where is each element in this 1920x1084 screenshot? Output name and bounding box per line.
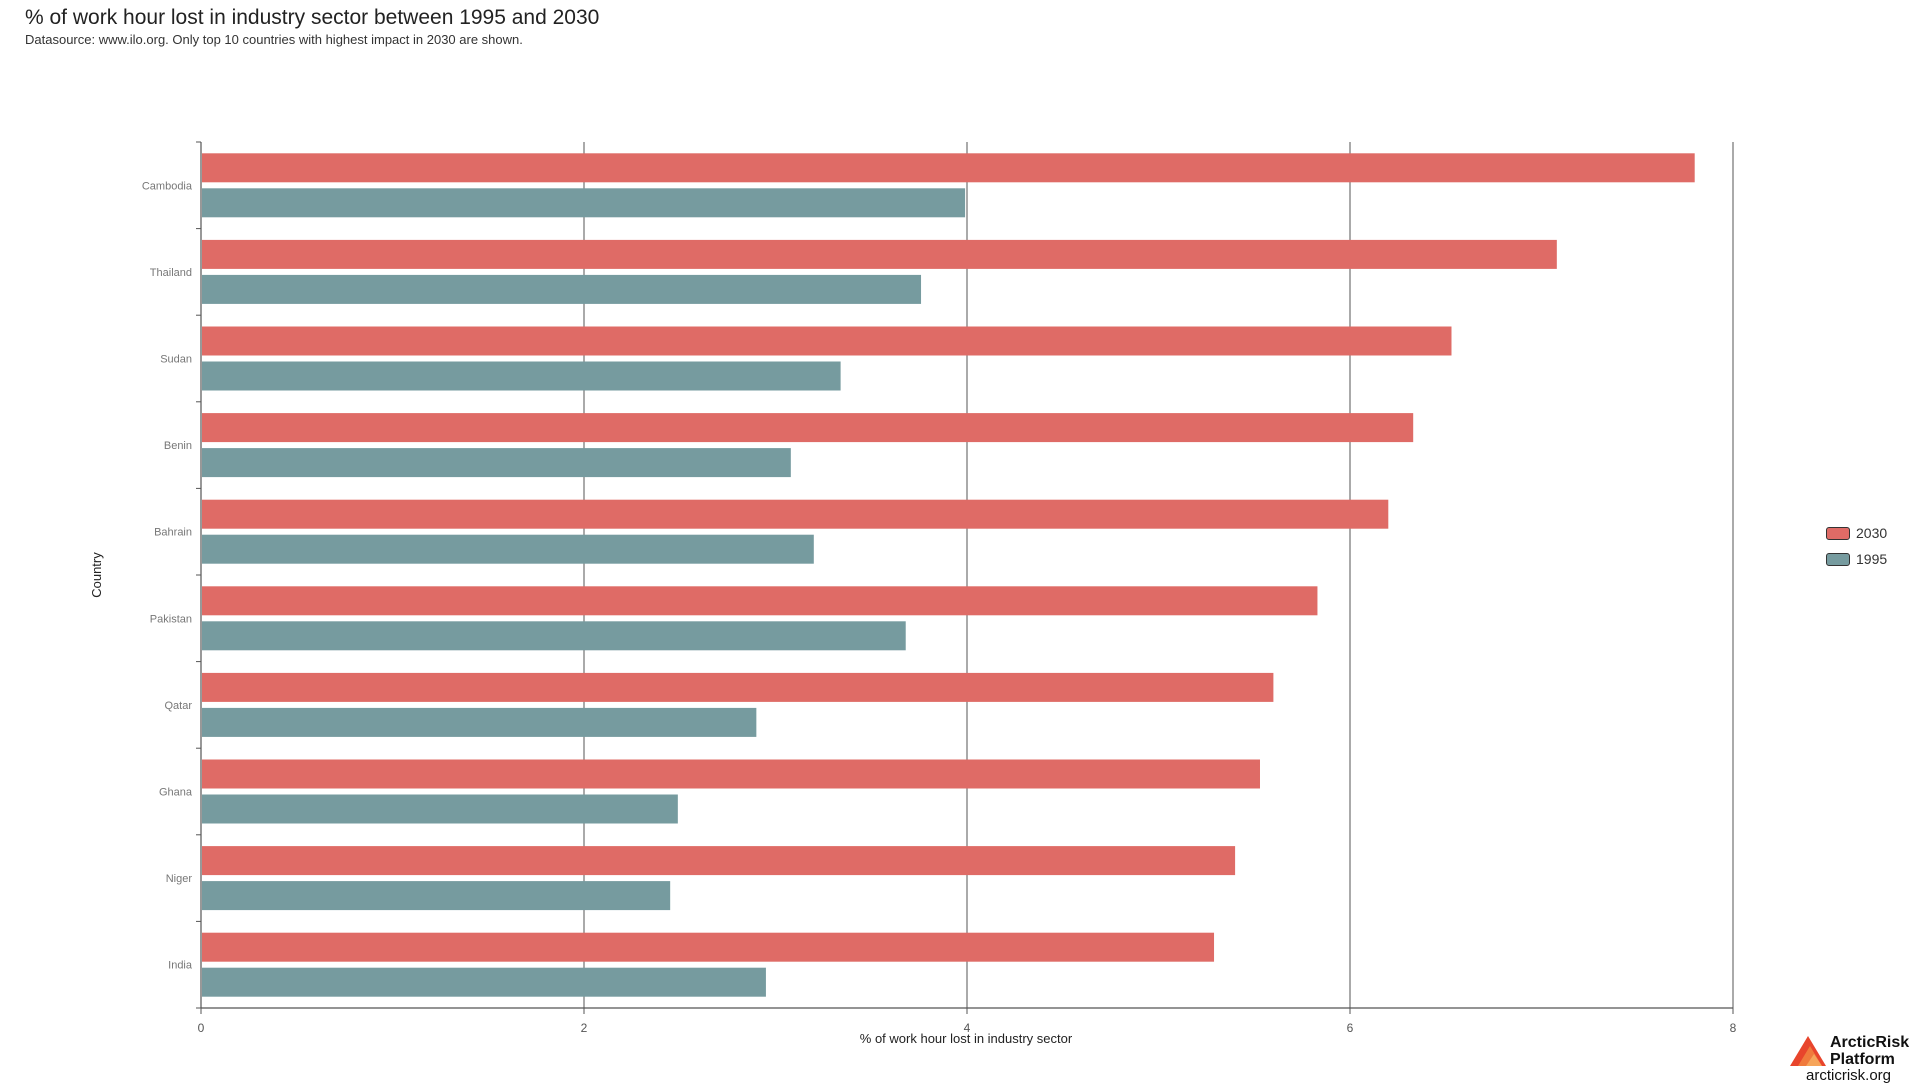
x-tick-label-4: 8: [1730, 1021, 1737, 1035]
legend-swatch-2030: [1826, 526, 1850, 540]
bar-thailand-1995[interactable]: [202, 274, 922, 304]
y-tick-label-india: India: [168, 960, 193, 972]
bars: [202, 153, 1695, 997]
bar-sudan-1995[interactable]: [202, 361, 841, 391]
bar-benin-1995[interactable]: [202, 448, 791, 478]
legend-swatch-1995: [1826, 552, 1850, 566]
bar-qatar-2030[interactable]: [202, 672, 1274, 702]
y-tick-label-qatar: Qatar: [164, 700, 192, 712]
y-tick-label-benin: Benin: [164, 440, 192, 452]
brand-url: arcticrisk.org: [1806, 1067, 1892, 1084]
x-tick-label-1: 2: [581, 1021, 588, 1035]
legend-item-1995[interactable]: 1995: [1826, 546, 1887, 572]
y-tick-label-sudan: Sudan: [160, 354, 192, 366]
bar-ghana-2030[interactable]: [202, 759, 1260, 789]
y-tick-label-pakistan: Pakistan: [150, 613, 192, 625]
bar-india-1995[interactable]: [202, 967, 766, 997]
y-tick-label-bahrain: Bahrain: [154, 527, 192, 539]
y-tick-label-cambodia: Cambodia: [142, 180, 193, 192]
bar-pakistan-2030[interactable]: [202, 586, 1318, 616]
y-tick-label-ghana: Ghana: [159, 787, 193, 799]
x-tick-label-0: 0: [198, 1021, 205, 1035]
bar-niger-1995[interactable]: [202, 881, 671, 911]
labels: 0 2 4 6 8 Cambodia Thailand Sudan Benin Bahrain Pa…: [142, 180, 1737, 1035]
bar-qatar-1995[interactable]: [202, 707, 757, 737]
x-tick-label-2: 4: [964, 1021, 971, 1035]
chart-subtitle: Datasource: www.ilo.org. Only top 10 cou…: [25, 32, 523, 47]
bar-thailand-2030[interactable]: [202, 239, 1557, 269]
x-axis-title: % of work hour lost in industry sector: [860, 1031, 1073, 1046]
arcticrisk-logo-icon: [1790, 1036, 1826, 1066]
brand-block: ArcticRisk Platform arcticrisk.org: [1788, 1032, 1914, 1084]
x-tick-label-3: 6: [1347, 1021, 1354, 1035]
bar-bahrain-2030[interactable]: [202, 499, 1389, 529]
bar-pakistan-1995[interactable]: [202, 621, 906, 651]
bar-cambodia-2030[interactable]: [202, 153, 1695, 183]
bar-sudan-2030[interactable]: [202, 326, 1452, 356]
brand-name-line2: Platform: [1830, 1051, 1895, 1068]
legend-label-1995: 1995: [1856, 551, 1888, 567]
chart-title: % of work hour lost in industry sector b…: [25, 6, 600, 29]
bar-cambodia-1995[interactable]: [202, 188, 966, 218]
axes: [196, 141, 1734, 1014]
bar-india-2030[interactable]: [202, 932, 1215, 962]
legend: 2030 1995: [1826, 520, 1887, 572]
grid-lines: [200, 142, 1734, 1008]
y-tick-label-niger: Niger: [166, 873, 193, 885]
bar-ghana-1995[interactable]: [202, 794, 678, 824]
y-tick-label-thailand: Thailand: [150, 267, 192, 279]
y-axis-title: Country: [89, 552, 104, 598]
bar-benin-2030[interactable]: [202, 413, 1414, 443]
brand-name-line1: ArcticRisk: [1830, 1034, 1910, 1051]
bar-bahrain-1995[interactable]: [202, 534, 814, 564]
legend-item-2030[interactable]: 2030: [1826, 520, 1887, 546]
legend-label-2030: 2030: [1856, 525, 1888, 541]
bar-niger-2030[interactable]: [202, 846, 1236, 876]
